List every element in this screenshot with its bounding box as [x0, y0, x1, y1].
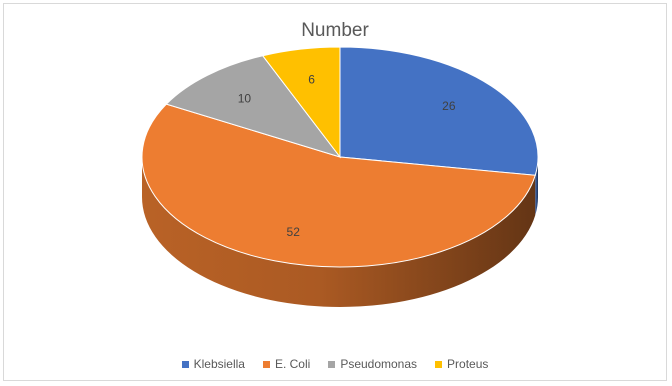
pie-slice-klebsiella — [339, 46, 539, 176]
legend-swatch — [328, 360, 336, 368]
legend-item-klebsiella: Klebsiella — [181, 357, 245, 371]
legend-item-pseudomonas: Pseudomonas — [328, 357, 417, 371]
legend-label: Pseudomonas — [340, 357, 418, 371]
legend-label: E. Coli — [274, 357, 311, 371]
chart-legend: Klebsiella E. Coli Pseudomonas Proteus — [4, 357, 666, 371]
chart-area: Number 26 52 10 6 Klebsiella E. Coli Pseudomo… — [3, 3, 667, 381]
pie-side-klebsiella — [535, 157, 538, 216]
legend-swatch — [181, 360, 189, 368]
pie-slice-e-coli — [141, 103, 536, 268]
data-label-e-coli: 52 — [287, 225, 301, 239]
legend-swatch — [262, 360, 270, 368]
pie-slice-proteus — [261, 46, 341, 159]
legend-label: Klebsiella — [193, 357, 245, 371]
pie-slice-pseudomonas — [165, 55, 342, 158]
legend-label: Proteus — [447, 357, 489, 371]
legend-swatch — [435, 360, 443, 368]
chart-title: Number — [301, 20, 369, 41]
data-label-pseudomonas: 10 — [238, 91, 252, 105]
data-label-proteus: 6 — [308, 72, 315, 86]
pie-side-e-coli — [142, 157, 536, 307]
legend-item-proteus: Proteus — [435, 357, 488, 371]
pie-plot: 26 52 10 6 — [141, 46, 539, 307]
data-label-klebsiella: 26 — [442, 99, 456, 113]
legend-item-e-coli: E. Coli — [262, 357, 311, 371]
